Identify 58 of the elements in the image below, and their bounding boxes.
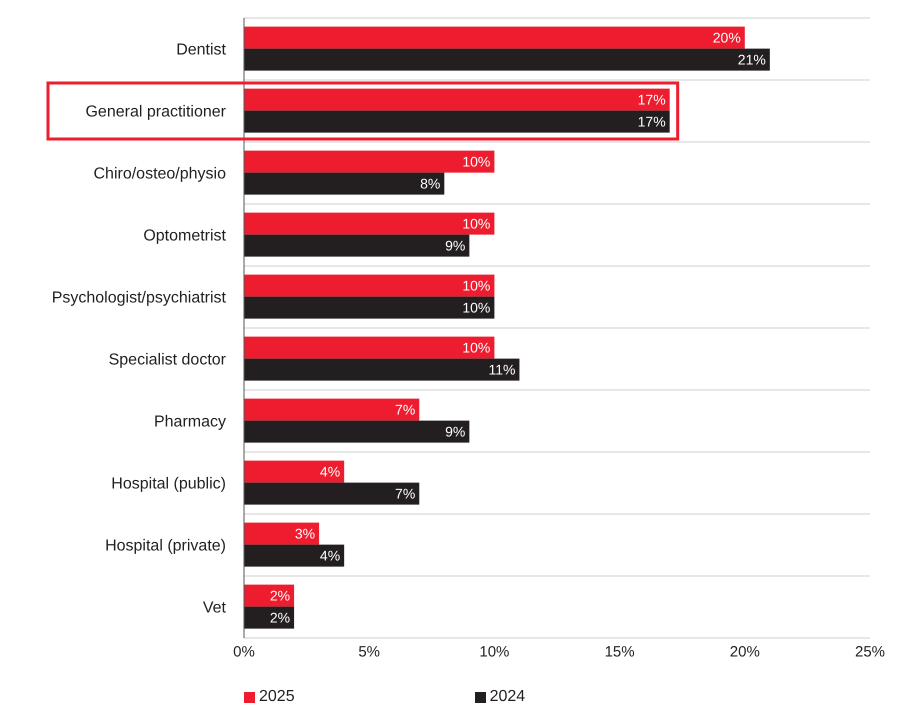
bar bbox=[244, 336, 494, 359]
y-tick-label: Specialist doctor bbox=[108, 352, 227, 369]
data-label: 17% bbox=[638, 92, 666, 108]
legend-label: 2025 bbox=[259, 688, 295, 706]
y-tick-label: Hospital (private) bbox=[105, 538, 226, 555]
data-label: 10% bbox=[462, 300, 490, 316]
x-tick-label: 15% bbox=[604, 644, 635, 661]
data-label: 10% bbox=[462, 216, 490, 232]
bar bbox=[244, 584, 294, 607]
bar bbox=[244, 460, 344, 483]
bar bbox=[244, 48, 770, 71]
y-tick-label: Dentist bbox=[176, 42, 227, 59]
bar bbox=[244, 150, 494, 173]
data-label: 4% bbox=[320, 548, 340, 564]
data-label: 20% bbox=[712, 30, 741, 46]
x-tick-label: 10% bbox=[479, 644, 510, 661]
data-label: 7% bbox=[395, 402, 416, 418]
bar bbox=[244, 420, 470, 443]
bar bbox=[244, 398, 420, 421]
bar bbox=[244, 522, 320, 545]
data-label: 10% bbox=[462, 154, 490, 170]
data-label: 2% bbox=[270, 588, 290, 604]
data-label: 21% bbox=[738, 52, 766, 68]
data-label: 4% bbox=[320, 464, 340, 480]
y-tick-label: Pharmacy bbox=[154, 414, 226, 431]
data-label: 9% bbox=[445, 424, 466, 440]
bar bbox=[244, 274, 494, 297]
x-tick-label: 20% bbox=[730, 644, 760, 661]
bar bbox=[244, 172, 444, 195]
bar bbox=[244, 358, 520, 381]
data-label: 11% bbox=[488, 362, 516, 378]
x-tick-label: 5% bbox=[358, 644, 380, 661]
data-label: 10% bbox=[462, 340, 490, 356]
x-tick-label: 25% bbox=[854, 644, 886, 661]
data-label: 17% bbox=[638, 114, 666, 130]
bar bbox=[244, 88, 670, 111]
bar bbox=[244, 296, 494, 319]
bar bbox=[244, 234, 470, 257]
y-tick-label: General practitioner bbox=[85, 104, 227, 121]
bar bbox=[244, 26, 745, 49]
y-tick-label: Chiro/osteo/physio bbox=[93, 166, 226, 183]
x-tick-label: 0% bbox=[233, 644, 255, 661]
bar bbox=[244, 606, 294, 629]
data-label: 3% bbox=[294, 526, 316, 542]
legend-label: 2024 bbox=[490, 688, 526, 706]
bar bbox=[244, 482, 420, 505]
data-label: 10% bbox=[462, 278, 490, 294]
y-tick-label: Vet bbox=[202, 600, 227, 617]
y-tick-label: Psychologist/psychiatrist bbox=[52, 290, 227, 307]
y-tick-label: Hospital (public) bbox=[111, 476, 226, 493]
data-label: 9% bbox=[445, 238, 466, 254]
bar bbox=[244, 544, 344, 567]
bar bbox=[244, 212, 494, 235]
data-label: 7% bbox=[395, 486, 416, 502]
bar bbox=[244, 110, 670, 133]
data-label: 2% bbox=[270, 610, 290, 626]
data-label: 8% bbox=[420, 176, 440, 192]
y-tick-label: Optometrist bbox=[143, 228, 227, 245]
